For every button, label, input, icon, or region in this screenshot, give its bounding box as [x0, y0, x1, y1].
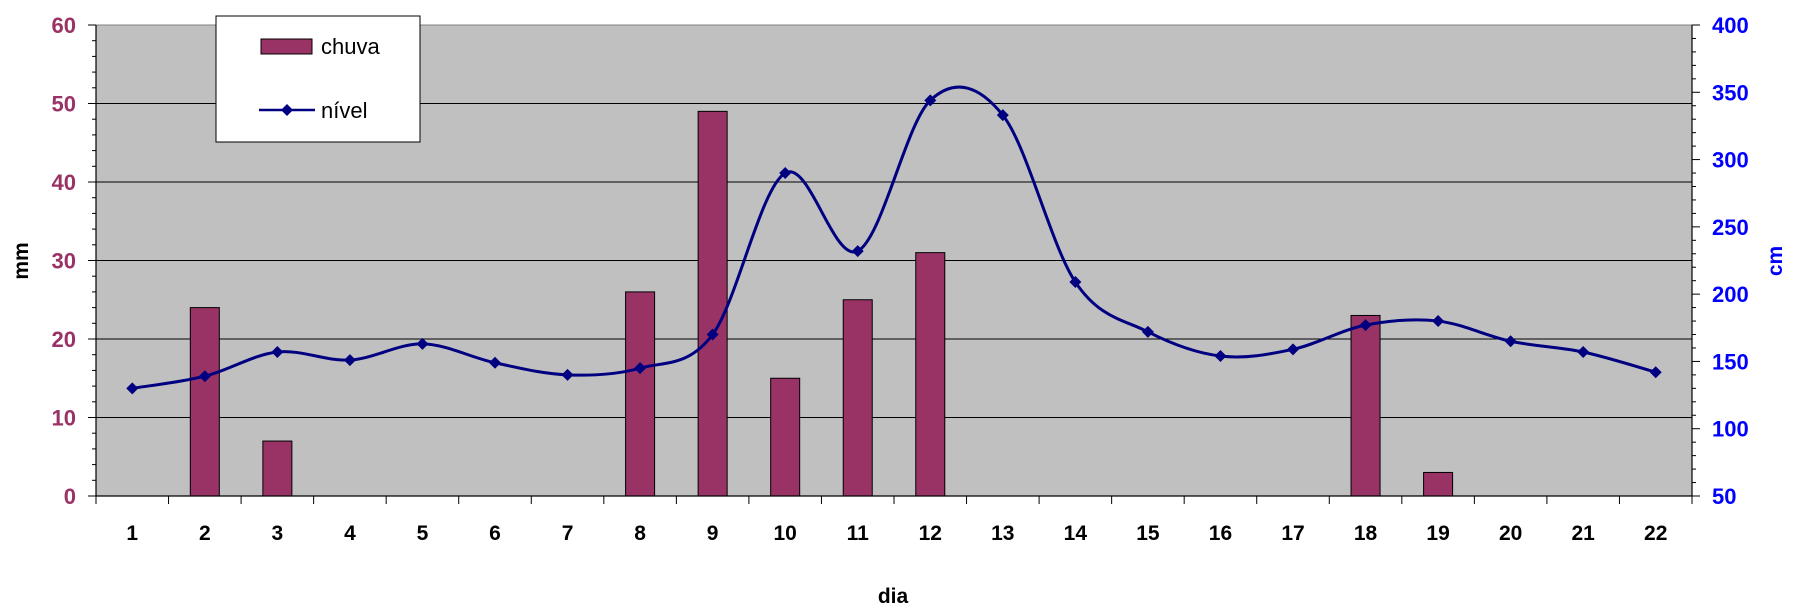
tick-label-left-60: 60	[52, 13, 76, 38]
point-nivel-3	[271, 346, 284, 359]
point-nivel-10	[779, 167, 792, 180]
legend-marker-nivel	[281, 104, 293, 116]
tick-label-x-9: 9	[707, 522, 719, 545]
tick-label-right-250: 250	[1712, 215, 1749, 240]
y-left-axis-title: mm	[10, 242, 33, 279]
tick-label-x-11: 11	[847, 522, 870, 545]
tick-label-x-7: 7	[562, 522, 574, 545]
point-nivel-5	[416, 337, 429, 350]
point-nivel-9	[706, 328, 719, 341]
point-nivel-19	[1432, 315, 1445, 328]
legend: chuva nível	[215, 15, 421, 143]
bar-chuva-2	[189, 307, 220, 497]
point-nivel-14	[1069, 276, 1082, 289]
tick-label-x-17: 17	[1281, 522, 1304, 545]
tick-label-left-30: 30	[52, 249, 76, 274]
bars-chuva	[189, 110, 1454, 497]
tick-label-x-13: 13	[991, 522, 1014, 545]
tick-label-x-1: 1	[126, 522, 138, 545]
x-axis-title: dia	[878, 585, 909, 608]
tick-label-right-50: 50	[1712, 484, 1736, 509]
point-nivel-4	[343, 354, 356, 367]
bar-chuva-10	[770, 377, 801, 497]
tick-label-right-200: 200	[1712, 282, 1749, 307]
tick-label-x-15: 15	[1136, 522, 1160, 545]
bar-chuva-12	[915, 252, 946, 497]
point-nivel-20	[1504, 335, 1517, 348]
tick-label-x-18: 18	[1354, 522, 1378, 545]
legend-swatch-chuva	[260, 38, 313, 55]
tick-label-x-22: 22	[1644, 522, 1667, 545]
axis-ticks	[88, 24, 1700, 504]
point-nivel-16	[1214, 350, 1227, 363]
tick-label-left-0: 0	[64, 484, 76, 509]
tick-label-x-19: 19	[1426, 522, 1449, 545]
tick-label-x-5: 5	[417, 522, 429, 545]
legend-label-nivel: nível	[321, 98, 367, 123]
point-nivel-12	[924, 94, 937, 107]
point-nivel-18	[1359, 319, 1372, 332]
tick-label-x-6: 6	[489, 522, 501, 545]
line-nivel	[126, 85, 1662, 395]
tick-label-x-14: 14	[1064, 522, 1088, 545]
point-nivel-22	[1649, 366, 1662, 379]
point-nivel-11	[851, 245, 864, 258]
bar-chuva-3	[262, 440, 293, 497]
tick-label-x-10: 10	[774, 522, 797, 545]
tick-label-x-21: 21	[1572, 522, 1596, 545]
tick-label-x-20: 20	[1499, 522, 1522, 545]
line-nivel-path	[132, 85, 1657, 390]
point-nivel-6	[489, 356, 501, 369]
y-right-axis-title: cm	[1764, 246, 1787, 276]
tick-label-x-8: 8	[634, 522, 646, 545]
tick-label-left-10: 10	[52, 406, 76, 431]
point-nivel-8	[634, 362, 647, 375]
tick-label-x-16: 16	[1209, 522, 1232, 545]
tick-label-right-150: 150	[1712, 349, 1749, 374]
legend-box	[215, 15, 421, 143]
point-nivel-17	[1287, 343, 1299, 356]
tick-label-x-12: 12	[919, 522, 942, 545]
tick-label-left-50: 50	[52, 92, 76, 117]
tick-label-left-40: 40	[52, 170, 76, 195]
point-nivel-7	[561, 368, 574, 381]
tick-label-right-300: 300	[1712, 148, 1749, 173]
bar-chuva-9	[697, 110, 728, 497]
tick-label-right-100: 100	[1712, 417, 1749, 442]
tick-label-x-4: 4	[344, 522, 356, 545]
bar-chuva-11	[842, 299, 873, 497]
bar-chuva-8	[625, 291, 656, 497]
tick-label-right-400: 400	[1712, 13, 1749, 38]
point-nivel-21	[1577, 346, 1590, 359]
bar-chuva-18	[1350, 314, 1381, 497]
point-nivel-2	[198, 370, 211, 383]
tick-label-x-2: 2	[199, 522, 211, 545]
tick-label-x-3: 3	[272, 522, 284, 545]
point-nivel-15	[1141, 325, 1154, 338]
point-nivel-13	[996, 109, 1009, 122]
legend-label-chuva: chuva	[321, 34, 380, 59]
tick-label-right-350: 350	[1712, 80, 1749, 105]
point-nivel-1	[126, 382, 139, 395]
tick-label-left-20: 20	[52, 327, 76, 352]
bar-chuva-19	[1423, 471, 1454, 497]
